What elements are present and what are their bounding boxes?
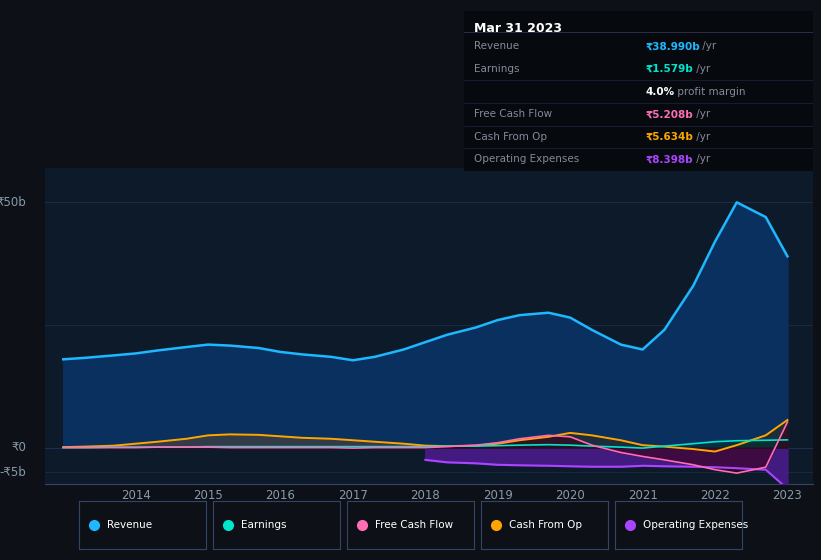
- Text: Operating Expenses: Operating Expenses: [643, 520, 748, 530]
- Text: ₹1.579b: ₹1.579b: [645, 64, 693, 74]
- Text: Free Cash Flow: Free Cash Flow: [375, 520, 453, 530]
- Text: Revenue: Revenue: [475, 41, 520, 52]
- Text: 4.0%: 4.0%: [645, 87, 674, 97]
- Text: Mar 31 2023: Mar 31 2023: [475, 22, 562, 35]
- Text: /yr: /yr: [699, 41, 716, 52]
- Text: Earnings: Earnings: [475, 64, 520, 74]
- Text: ₹5.208b: ₹5.208b: [645, 109, 693, 119]
- Text: ₹38.990b: ₹38.990b: [645, 41, 700, 52]
- Text: /yr: /yr: [693, 132, 710, 142]
- Text: profit margin: profit margin: [674, 87, 745, 97]
- Text: ₹0: ₹0: [11, 441, 26, 454]
- Text: Revenue: Revenue: [108, 520, 153, 530]
- Text: /yr: /yr: [693, 155, 710, 165]
- Text: Cash From Op: Cash From Op: [475, 132, 548, 142]
- Text: ₹50b: ₹50b: [0, 196, 26, 209]
- Text: Earnings: Earnings: [241, 520, 287, 530]
- Text: Cash From Op: Cash From Op: [509, 520, 582, 530]
- Text: -₹5b: -₹5b: [0, 465, 26, 479]
- Text: ₹5.634b: ₹5.634b: [645, 132, 693, 142]
- Text: Free Cash Flow: Free Cash Flow: [475, 109, 553, 119]
- Text: /yr: /yr: [693, 109, 710, 119]
- Text: /yr: /yr: [693, 64, 710, 74]
- Text: Operating Expenses: Operating Expenses: [475, 155, 580, 165]
- Text: ₹8.398b: ₹8.398b: [645, 155, 693, 165]
